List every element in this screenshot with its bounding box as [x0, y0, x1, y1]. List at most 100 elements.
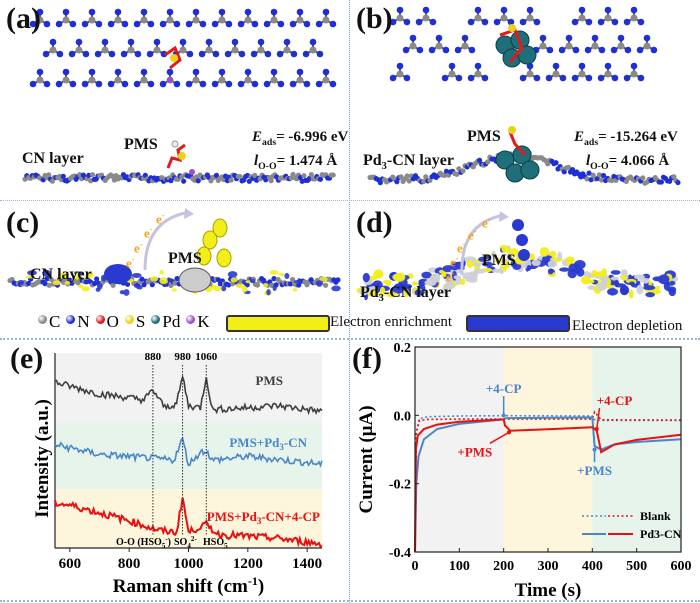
- nitrogen-atom: [283, 38, 291, 46]
- carbon-atom: [166, 16, 174, 24]
- charge-blob: [227, 271, 238, 278]
- charge-blob: [379, 286, 386, 297]
- carbon-atom: [49, 46, 57, 54]
- electron-label: e-: [450, 253, 459, 270]
- panel-label-a: (a): [6, 2, 41, 35]
- charge-blob: [284, 272, 290, 280]
- charge-density-d: [356, 211, 679, 301]
- depletion-label: Electron depletion: [572, 318, 683, 334]
- nitrogen-atom: [225, 80, 233, 88]
- charge-blob: [123, 289, 130, 296]
- nitrogen-atom: [296, 68, 304, 76]
- charge-blob: [374, 282, 380, 288]
- carbon-atom: [153, 46, 161, 54]
- nitrogen-atom: [127, 38, 135, 46]
- charge-blob: [178, 267, 212, 293]
- nitrogen-atom: [578, 6, 586, 14]
- nitrogen-atom: [454, 46, 462, 54]
- nitrogen-atom: [630, 6, 638, 14]
- carbon-atom: [140, 76, 148, 84]
- electron-charge: -: [455, 253, 459, 263]
- nitrogen-atom: [94, 50, 102, 58]
- x-tick-label: 1000: [174, 556, 204, 572]
- x-tick-label: 1200: [233, 556, 263, 572]
- palladium-atom: [520, 160, 540, 180]
- peak-assignment: O-O (HSO5-): [116, 535, 171, 550]
- carbon-atom: [474, 70, 482, 78]
- arrow-head: [499, 211, 509, 222]
- charge-blob: [529, 253, 535, 262]
- l-sub: O-O: [258, 161, 277, 172]
- layer-atom: [172, 280, 178, 286]
- nitrogen-atom: [101, 38, 109, 46]
- atom-swatch-icon: [151, 314, 161, 324]
- charge-blob: [83, 275, 91, 280]
- charge-blob: [386, 291, 393, 298]
- charge-blob: [645, 292, 655, 298]
- charge-blob: [429, 275, 436, 283]
- legend-atom-o: O: [95, 312, 119, 332]
- electron-charge: -: [451, 268, 455, 278]
- nitrogen-atom: [146, 50, 154, 58]
- eads-value: = -15.264 eV: [598, 129, 678, 145]
- depletion-swatch: [466, 315, 570, 332]
- nitrogen-atom: [585, 18, 593, 26]
- charge-blob: [62, 273, 67, 278]
- charge-blob: [531, 259, 541, 267]
- nitrogen-atom: [276, 50, 284, 58]
- nitrogen-atom: [75, 38, 83, 46]
- nitrogen-atom: [140, 68, 148, 76]
- nitrogen-atom: [270, 68, 278, 76]
- pms-label-c: PMS: [168, 250, 202, 267]
- electron-label: e-: [482, 214, 491, 231]
- nitrogen-atom: [597, 74, 605, 82]
- panel-divider-legend: [0, 338, 700, 340]
- nitrogen-atom: [630, 62, 638, 70]
- charge-blob: [292, 288, 298, 292]
- panel-label-b: (b): [356, 2, 393, 35]
- layer-atom: [226, 282, 232, 288]
- electron-charge: -: [139, 239, 143, 249]
- layer-atom: [565, 164, 572, 170]
- nitrogen-atom: [481, 74, 489, 82]
- nitrogen-atom: [403, 74, 411, 82]
- charge-blob: [133, 283, 139, 288]
- series-label-sub: 3: [279, 442, 284, 452]
- carbon-atom: [62, 76, 70, 84]
- layer-atom: [398, 174, 404, 180]
- charge-blob: [614, 279, 620, 288]
- eads-sub: ads: [584, 137, 599, 148]
- atom-swatch-icon: [95, 314, 105, 324]
- layer-atom: [671, 174, 677, 180]
- carbon-atom: [192, 76, 200, 84]
- panel-divider-top: [0, 200, 700, 201]
- nitrogen-atom: [205, 38, 213, 46]
- nitrogen-atom: [36, 68, 44, 76]
- nitrogen-atom: [225, 20, 233, 28]
- charge-blob: [587, 285, 596, 290]
- arrow-head: [184, 208, 194, 219]
- pms-molecule: [164, 45, 182, 70]
- charge-blob: [460, 278, 466, 286]
- peak-assignment: HSO5-: [203, 535, 231, 550]
- nitrogen-atom: [263, 20, 271, 28]
- nitrogen-atom: [533, 74, 541, 82]
- nitrogen-atom: [121, 80, 129, 88]
- pd3-cn-layer-label-d: Pd3-CN layer: [360, 284, 451, 308]
- charge-blob: [269, 270, 279, 275]
- layer-atom: [658, 179, 665, 185]
- annotation-arrowhead: [506, 430, 511, 435]
- panel-label-c: (c): [6, 206, 40, 239]
- charge-blob: [81, 286, 90, 292]
- nitrogen-atom: [302, 50, 310, 58]
- charge-blob: [95, 287, 101, 292]
- nitrogen-atom: [108, 50, 116, 58]
- current-time-chart: 0 100 200 300 400 500 600 0.2 0.0 -0.2 -0.4 +4-CP +P…: [356, 341, 692, 601]
- charge-blob: [373, 269, 384, 279]
- enrichment-swatch: [226, 315, 330, 332]
- nitrogen-atom: [263, 80, 271, 88]
- peak-label: 980: [174, 351, 191, 363]
- nitrogen-atom: [173, 20, 181, 28]
- layer-atom: [423, 174, 429, 180]
- charge-blob: [643, 285, 656, 291]
